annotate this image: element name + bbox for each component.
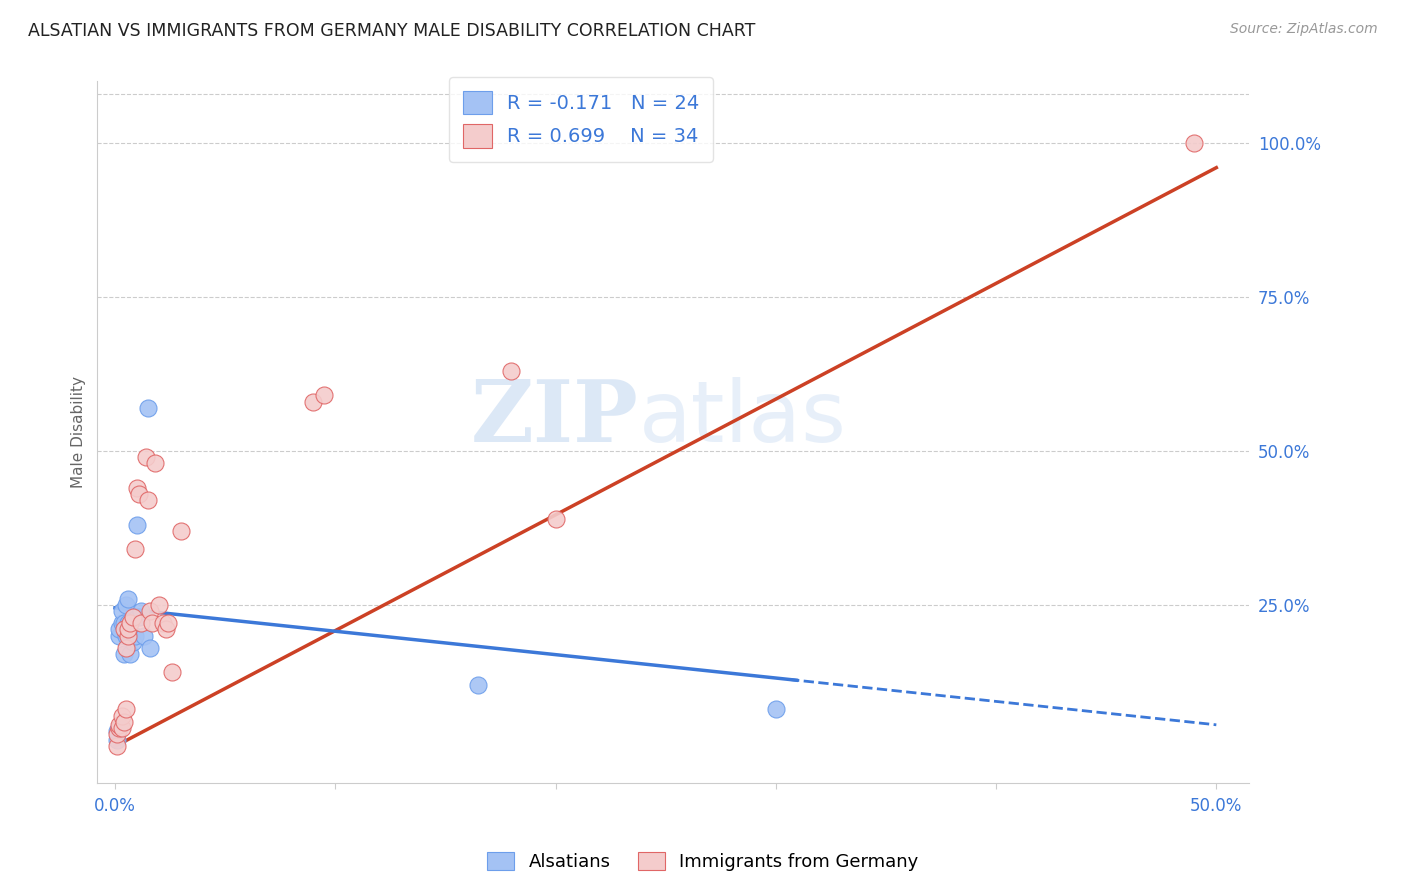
Point bbox=[162, 665, 184, 680]
Point bbox=[105, 727, 128, 741]
Point bbox=[141, 616, 163, 631]
Point bbox=[121, 610, 143, 624]
Point bbox=[136, 493, 159, 508]
Point bbox=[120, 616, 142, 631]
Legend: Alsatians, Immigrants from Germany: Alsatians, Immigrants from Germany bbox=[479, 845, 927, 879]
Point bbox=[156, 616, 179, 631]
Point bbox=[314, 388, 336, 402]
Text: 0.0%: 0.0% bbox=[94, 797, 136, 815]
Point bbox=[117, 623, 139, 637]
Point bbox=[170, 524, 193, 538]
Text: ALSATIAN VS IMMIGRANTS FROM GERMANY MALE DISABILITY CORRELATION CHART: ALSATIAN VS IMMIGRANTS FROM GERMANY MALE… bbox=[28, 22, 755, 40]
Point bbox=[155, 623, 177, 637]
Point bbox=[139, 604, 162, 618]
Point bbox=[544, 511, 567, 525]
Point bbox=[112, 647, 135, 661]
Point bbox=[108, 628, 131, 642]
Text: Source: ZipAtlas.com: Source: ZipAtlas.com bbox=[1230, 22, 1378, 37]
Point bbox=[1182, 136, 1205, 150]
Point bbox=[105, 733, 128, 747]
Point bbox=[112, 616, 135, 631]
Point bbox=[135, 450, 157, 464]
Text: 50.0%: 50.0% bbox=[1189, 797, 1243, 815]
Point bbox=[115, 702, 138, 716]
Point bbox=[128, 610, 150, 624]
Text: ZIP: ZIP bbox=[471, 376, 638, 460]
Point bbox=[110, 604, 132, 618]
Point bbox=[131, 604, 153, 618]
Point bbox=[117, 591, 139, 606]
Point bbox=[501, 364, 523, 378]
Point bbox=[108, 718, 131, 732]
Point bbox=[765, 702, 787, 716]
Point bbox=[124, 628, 146, 642]
Point bbox=[117, 616, 139, 631]
Legend: R = -0.171   N = 24, R = 0.699    N = 34: R = -0.171 N = 24, R = 0.699 N = 34 bbox=[449, 77, 713, 161]
Point bbox=[115, 628, 138, 642]
Point bbox=[105, 723, 128, 738]
Point bbox=[110, 708, 132, 723]
Point bbox=[136, 401, 159, 415]
Point bbox=[108, 721, 131, 735]
Point bbox=[148, 598, 170, 612]
Point bbox=[115, 640, 138, 655]
Point bbox=[125, 481, 148, 495]
Point bbox=[121, 634, 143, 648]
Point bbox=[152, 616, 174, 631]
Point bbox=[108, 721, 131, 735]
Point bbox=[108, 623, 131, 637]
Point bbox=[120, 647, 142, 661]
Point bbox=[467, 678, 489, 692]
Point bbox=[112, 623, 135, 637]
Point bbox=[302, 394, 325, 409]
Point bbox=[115, 598, 138, 612]
Y-axis label: Male Disability: Male Disability bbox=[72, 376, 86, 489]
Point bbox=[110, 721, 132, 735]
Point bbox=[132, 628, 155, 642]
Point bbox=[139, 640, 162, 655]
Point bbox=[105, 739, 128, 754]
Text: atlas: atlas bbox=[638, 376, 846, 460]
Point bbox=[143, 456, 166, 470]
Point bbox=[125, 517, 148, 532]
Point bbox=[117, 628, 139, 642]
Point bbox=[131, 616, 153, 631]
Point bbox=[110, 616, 132, 631]
Point bbox=[128, 487, 150, 501]
Point bbox=[112, 714, 135, 729]
Point bbox=[124, 542, 146, 557]
